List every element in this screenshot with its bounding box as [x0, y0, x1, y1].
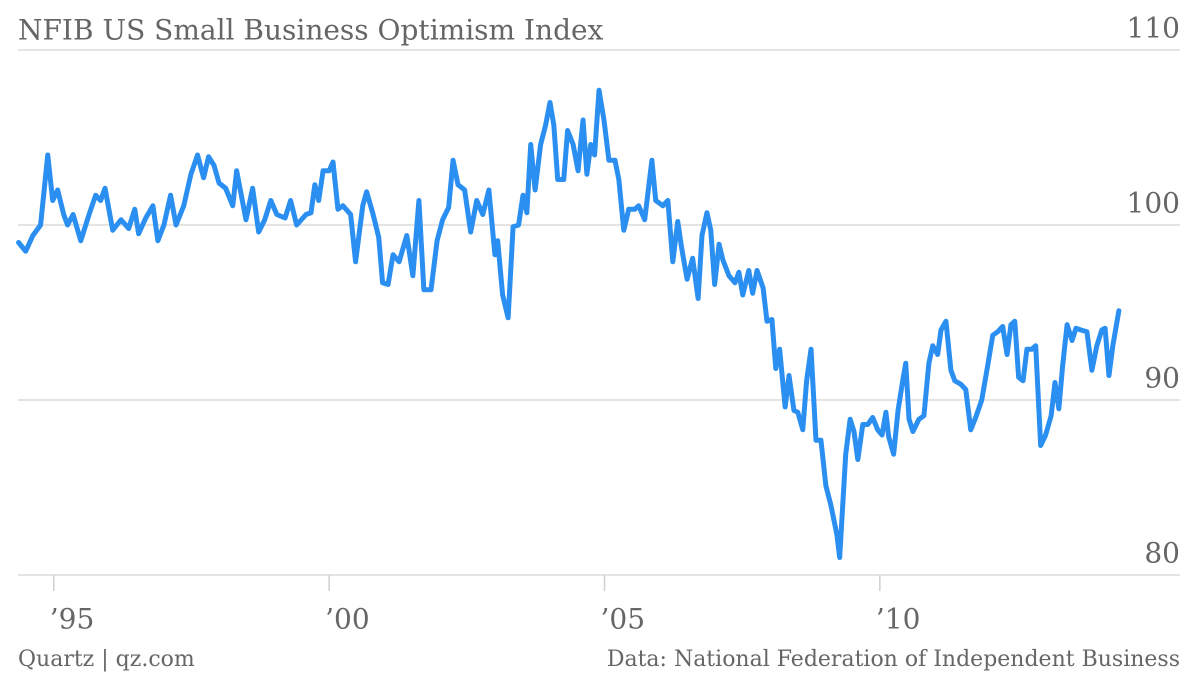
y-tick-label: 90: [1144, 362, 1180, 395]
y-tick-label: 110: [1127, 12, 1180, 45]
y-tick-label: 100: [1127, 187, 1180, 220]
y-tick-label: 80: [1144, 537, 1180, 570]
x-tick-label: ’95: [50, 603, 95, 636]
source: Data: National Federation of Independent…: [607, 647, 1180, 672]
x-tick-label: ’00: [325, 603, 370, 636]
x-tick-label: ’05: [601, 603, 646, 636]
chart-title: NFIB US Small Business Optimism Index: [18, 14, 604, 47]
credit: Quartz | qz.com: [18, 647, 195, 672]
line: [16, 87, 1122, 560]
x-tick-label: ’10: [876, 603, 921, 636]
